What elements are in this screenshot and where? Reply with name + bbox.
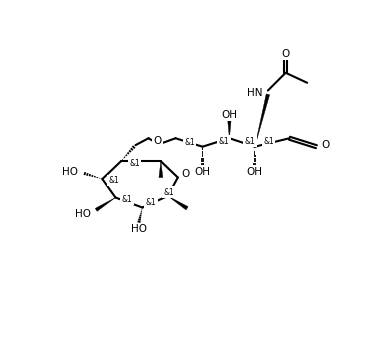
Text: &1: &1: [163, 188, 174, 196]
Text: OH: OH: [247, 167, 263, 177]
Text: &1: &1: [129, 159, 140, 168]
Text: &1: &1: [245, 137, 255, 146]
Polygon shape: [159, 161, 163, 178]
Text: HO: HO: [62, 167, 78, 177]
Text: &1: &1: [263, 137, 274, 146]
Polygon shape: [168, 196, 188, 210]
Text: &1: &1: [109, 176, 119, 185]
Text: OH: OH: [222, 110, 237, 120]
Text: O: O: [153, 135, 161, 146]
Text: OH: OH: [194, 167, 210, 177]
Text: &1: &1: [219, 137, 229, 146]
Text: HO: HO: [75, 209, 91, 219]
Text: &1: &1: [184, 137, 195, 147]
Text: O: O: [282, 49, 290, 59]
Text: O: O: [181, 168, 189, 179]
Text: HN: HN: [247, 88, 262, 98]
Text: HO: HO: [131, 224, 146, 234]
Polygon shape: [255, 94, 270, 147]
Text: &1: &1: [121, 194, 132, 204]
Polygon shape: [95, 197, 116, 211]
Text: &1: &1: [145, 197, 156, 207]
Polygon shape: [228, 120, 231, 138]
Text: O: O: [322, 140, 330, 150]
